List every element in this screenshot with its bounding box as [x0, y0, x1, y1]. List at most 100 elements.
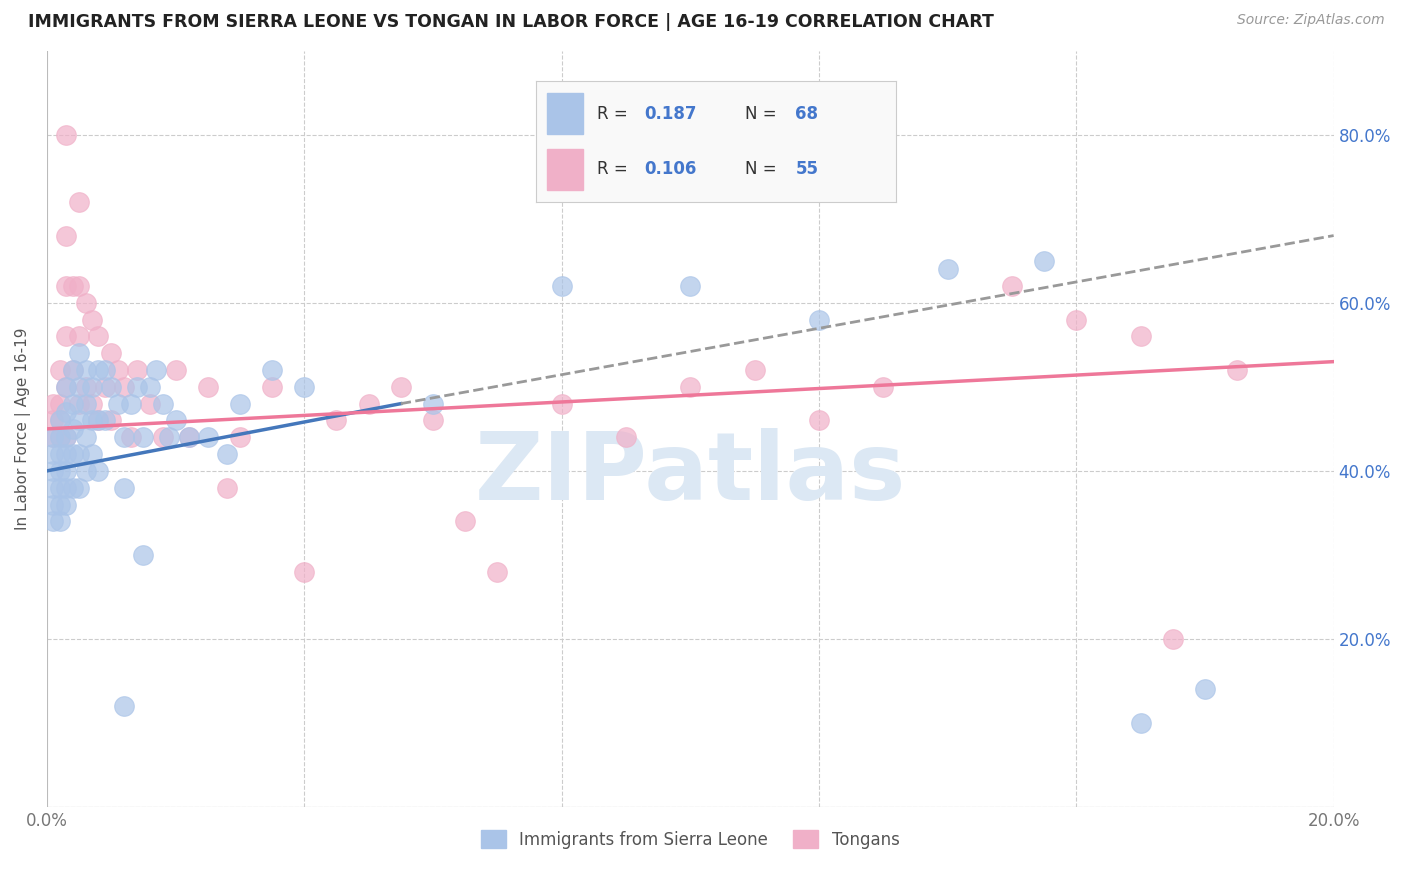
Point — [145, 363, 167, 377]
Point — [292, 380, 315, 394]
Point — [67, 413, 90, 427]
Point — [177, 430, 200, 444]
Point — [62, 363, 84, 377]
Point — [42, 464, 65, 478]
Point — [62, 447, 84, 461]
Text: Source: ZipAtlas.com: Source: ZipAtlas.com — [1237, 13, 1385, 28]
Legend: Immigrants from Sierra Leone, Tongans: Immigrants from Sierra Leone, Tongans — [474, 823, 907, 855]
Point — [55, 380, 77, 394]
Point — [1066, 312, 1088, 326]
Text: IMMIGRANTS FROM SIERRA LEONE VS TONGAN IN LABOR FORCE | AGE 16-19 CORRELATION CH: IMMIGRANTS FROM SIERRA LEONE VS TONGAN I… — [28, 13, 994, 31]
Point — [120, 430, 142, 444]
Point — [744, 363, 766, 377]
Point — [67, 194, 90, 209]
Point — [389, 380, 412, 394]
Point — [197, 380, 219, 394]
Point — [614, 430, 637, 444]
Point — [100, 346, 122, 360]
Point — [75, 295, 97, 310]
Point — [292, 565, 315, 579]
Point — [55, 405, 77, 419]
Point — [55, 498, 77, 512]
Point — [75, 380, 97, 394]
Point — [125, 380, 148, 394]
Point — [80, 413, 103, 427]
Point — [75, 363, 97, 377]
Point — [112, 430, 135, 444]
Point — [165, 363, 187, 377]
Point — [87, 329, 110, 343]
Point — [165, 413, 187, 427]
Point — [94, 363, 117, 377]
Point — [550, 279, 572, 293]
Point — [87, 464, 110, 478]
Point — [152, 430, 174, 444]
Point — [49, 363, 72, 377]
Point — [49, 397, 72, 411]
Point — [42, 413, 65, 427]
Point — [42, 430, 65, 444]
Point — [454, 514, 477, 528]
Point — [87, 363, 110, 377]
Point — [679, 380, 702, 394]
Point — [55, 430, 77, 444]
Point — [262, 380, 284, 394]
Point — [75, 430, 97, 444]
Point — [62, 422, 84, 436]
Point — [62, 279, 84, 293]
Point — [55, 128, 77, 142]
Point — [807, 312, 830, 326]
Point — [42, 397, 65, 411]
Point — [177, 430, 200, 444]
Point — [55, 447, 77, 461]
Point — [125, 363, 148, 377]
Point — [42, 481, 65, 495]
Point — [67, 447, 90, 461]
Point — [80, 447, 103, 461]
Point — [42, 430, 65, 444]
Point — [55, 464, 77, 478]
Point — [217, 447, 239, 461]
Point — [94, 380, 117, 394]
Point — [49, 481, 72, 495]
Point — [80, 312, 103, 326]
Point — [100, 380, 122, 394]
Point — [55, 430, 77, 444]
Point — [120, 397, 142, 411]
Point — [1226, 363, 1249, 377]
Point — [49, 413, 72, 427]
Point — [112, 699, 135, 714]
Point — [49, 430, 72, 444]
Point — [1129, 329, 1152, 343]
Point — [139, 397, 162, 411]
Point — [49, 447, 72, 461]
Point — [62, 481, 84, 495]
Point — [62, 363, 84, 377]
Point — [49, 464, 72, 478]
Point — [42, 498, 65, 512]
Point — [422, 397, 444, 411]
Point — [67, 279, 90, 293]
Point — [550, 397, 572, 411]
Point — [422, 413, 444, 427]
Point — [486, 565, 509, 579]
Point — [157, 430, 180, 444]
Point — [262, 363, 284, 377]
Point — [42, 514, 65, 528]
Point — [55, 380, 77, 394]
Point — [49, 514, 72, 528]
Point — [1161, 632, 1184, 646]
Point — [112, 380, 135, 394]
Point — [357, 397, 380, 411]
Point — [67, 380, 90, 394]
Point — [325, 413, 347, 427]
Point — [75, 397, 97, 411]
Point — [67, 397, 90, 411]
Text: ZIPatlas: ZIPatlas — [475, 428, 905, 520]
Point — [42, 447, 65, 461]
Point — [67, 329, 90, 343]
Point — [62, 397, 84, 411]
Y-axis label: In Labor Force | Age 16-19: In Labor Force | Age 16-19 — [15, 327, 31, 530]
Point — [55, 481, 77, 495]
Point — [139, 380, 162, 394]
